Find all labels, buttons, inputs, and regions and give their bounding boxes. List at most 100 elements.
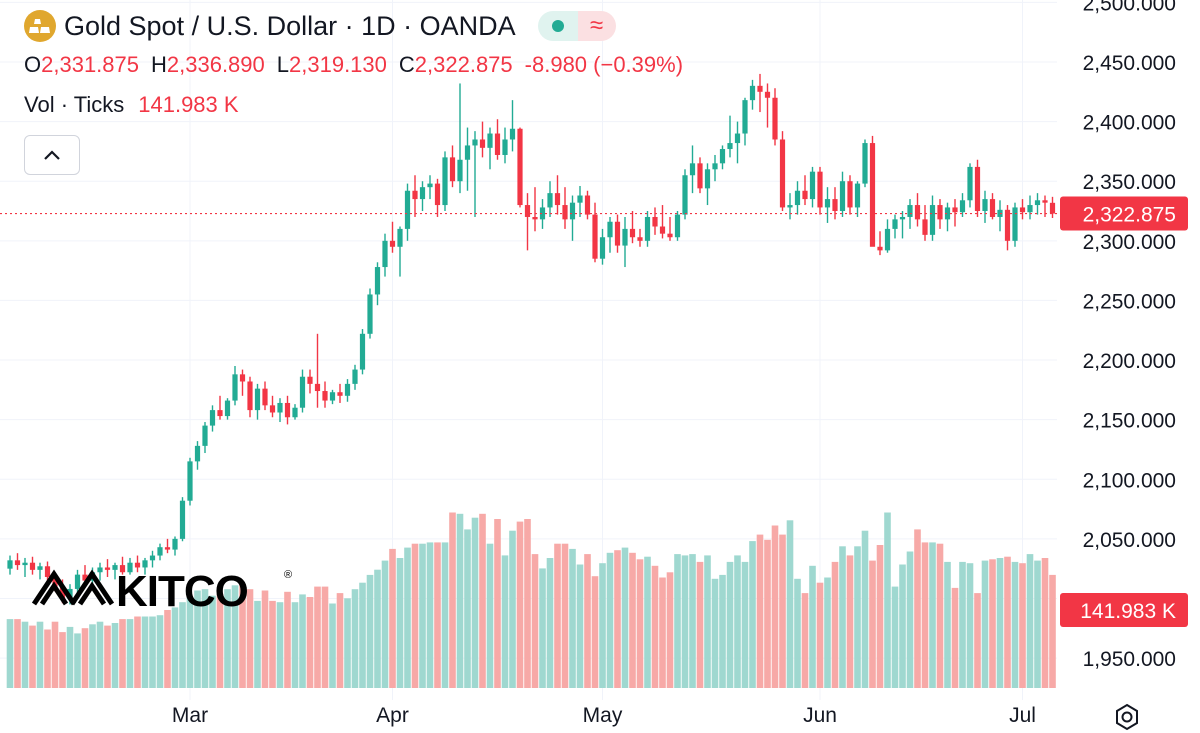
candle-body [217,410,223,417]
chart-legend: Gold Spot / U.S. Dollar · 1D · OANDA ≈ O… [24,6,695,118]
volume-bar [179,602,186,688]
volume-bar [899,564,906,688]
candle-body [787,205,793,208]
candle-body [1019,207,1026,213]
candle-body [809,171,816,200]
volume-bar [486,543,494,688]
open-value: 2,331.875 [41,52,139,77]
volume-bar [591,576,599,688]
volume-bar [336,593,344,688]
volume-bar [141,616,149,688]
candle-body [127,562,133,573]
volume-bar [1041,558,1049,688]
volume-bar [1026,554,1034,688]
volume-bar [96,621,104,688]
volume-bar [351,589,359,688]
volume-bar [389,548,396,688]
symbol-title[interactable]: Gold Spot / U.S. Dollar · 1D · OANDA [64,10,516,41]
candle-body [1012,207,1018,241]
volume-bar [989,559,996,688]
volume-bar [471,517,479,688]
candle-body [547,193,553,208]
candle-body [749,85,756,101]
volume-bar [861,530,869,688]
low-label: L [276,52,290,77]
candle-body [682,175,688,215]
candle-body [569,202,576,220]
gear-icon[interactable] [1112,702,1142,732]
candle-body [824,199,831,208]
close-label: C [398,52,415,77]
candle-body [937,205,943,220]
volume-bar [104,625,111,688]
candle-body [854,183,861,208]
volume-bar [501,555,509,688]
candle-body [847,181,853,208]
market-status-pill[interactable]: ≈ [537,11,616,41]
volume-bar [194,590,201,688]
market-open-dot-icon [537,11,578,41]
candle-body [104,567,111,570]
candle-body [622,228,628,246]
candle-body [14,560,21,566]
candle-body [419,187,426,200]
candle-body [1004,209,1011,241]
volume-bar [599,563,606,688]
candle-body [472,139,478,146]
volume-bar [329,603,336,688]
volume-bar [539,568,546,688]
volume-bar [576,564,584,688]
candle-body [577,195,583,203]
volume-bar [824,577,831,688]
candle-body [322,391,328,401]
volume-bar [674,554,681,688]
volume-bar [171,607,179,688]
candle-body [209,410,216,426]
volume-bar [666,572,674,688]
volume-bar [231,585,239,688]
volume-bar [869,560,876,688]
candle-body [337,392,343,396]
candle-body [719,149,726,164]
collapse-legend-button[interactable] [24,135,80,175]
candle-body [292,407,298,418]
volume-bar [831,561,839,688]
price-tick-label: 2,300.000 [1083,231,1176,254]
candles [7,73,1056,605]
volume-bar [411,543,419,688]
volume-bar [381,560,389,688]
candle-body [52,577,58,587]
volume-bar [794,578,801,688]
change-value: -8.980 (−0.39%) [524,52,684,77]
candle-body [517,128,523,206]
candle-body [839,181,846,212]
volume-bar [749,541,756,688]
volume-bar [561,543,569,688]
candle-body [764,91,771,98]
time-axis[interactable]: Mar Apr May Jun Jul [172,704,1036,727]
volume-bar [29,625,36,688]
volume-bar [156,615,164,688]
candle-body [172,538,178,550]
time-tick-label: Mar [172,704,208,727]
volume-bar [531,554,539,688]
candle-body [487,133,493,148]
volume-label[interactable]: Vol · Ticks [24,92,125,117]
candle-body [989,199,996,217]
volume-bar [306,597,314,688]
svg-text:®: ® [284,569,292,581]
volume-bar [14,619,21,688]
candle-body [554,193,561,206]
candle-body [112,565,118,570]
high-label: H [151,52,167,77]
volume-bar [884,512,891,688]
volume-bar [419,543,426,688]
volume-bar [51,621,59,688]
time-tick-label: May [583,704,623,727]
volume-bar [786,520,794,688]
gold-bars-icon [24,10,56,42]
price-axis[interactable]: 1,950.000 2,050.000 2,100.000 2,150.000 2,20… [1083,0,1176,671]
volume-bar [479,513,486,688]
candle-body [494,133,501,155]
